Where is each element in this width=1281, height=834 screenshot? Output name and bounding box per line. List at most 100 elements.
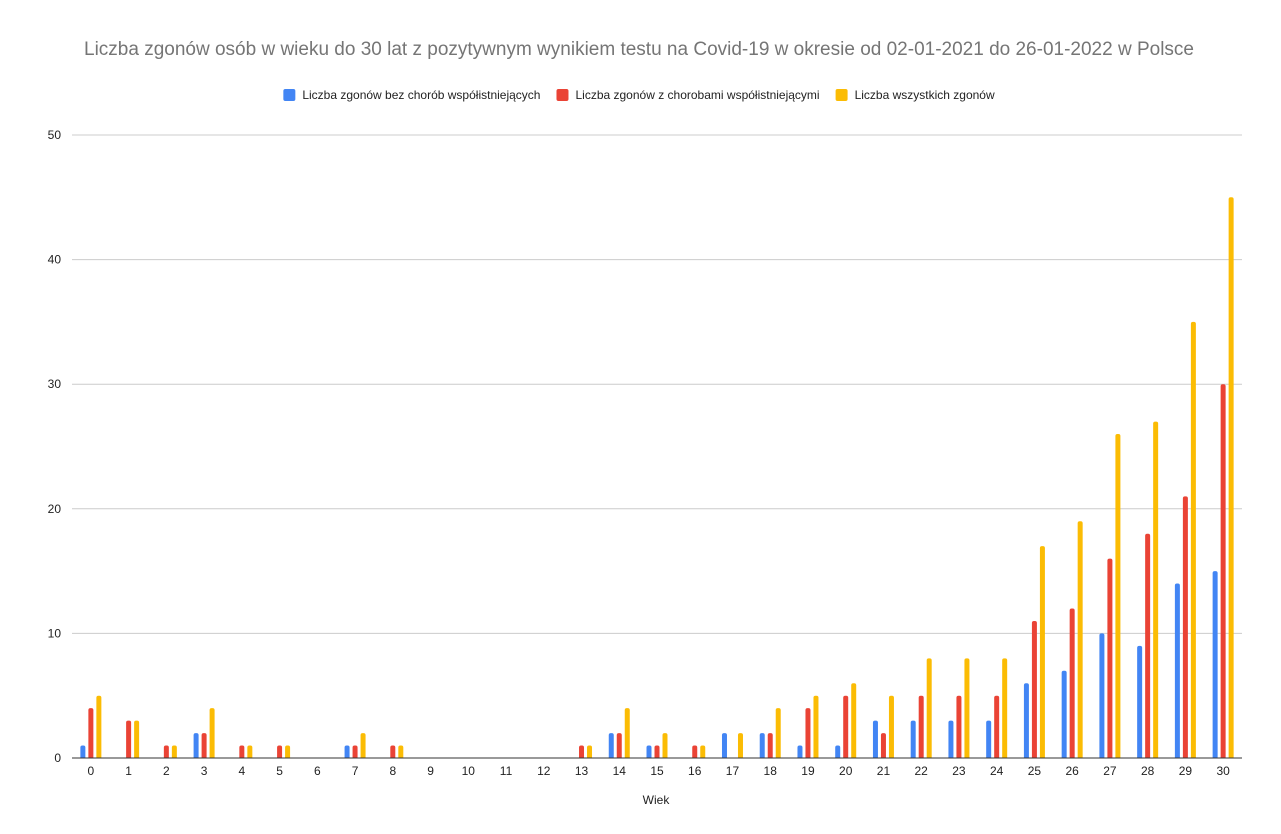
bar-series0-age-23	[948, 720, 954, 758]
x-tick-label: 14	[613, 764, 627, 778]
x-tick-label: 29	[1179, 764, 1193, 778]
bar-series1-age-14	[616, 733, 622, 758]
bar-series2-age-28	[1153, 421, 1159, 758]
x-tick-label: 23	[952, 764, 966, 778]
legend: Liczba zgonów bez chorób współistniejący…	[283, 88, 995, 102]
bar-series0-age-20	[835, 745, 841, 758]
bar-series1-age-27	[1107, 558, 1113, 758]
x-tick-label: 10	[462, 764, 476, 778]
bar-series1-age-7	[352, 745, 358, 758]
chart-title: Liczba zgonów osób w wieku do 30 lat z p…	[84, 39, 1194, 60]
y-tick-label: 40	[48, 253, 62, 267]
bar-series0-age-26	[1061, 670, 1067, 758]
bar-series2-age-8	[398, 745, 404, 758]
bar-series2-age-22	[926, 658, 932, 758]
bar-series1-age-21	[880, 733, 886, 758]
x-tick-label: 4	[238, 764, 245, 778]
legend-item-1: Liczba zgonów z chorobami współistniejąc…	[556, 88, 820, 102]
x-tick-label: 8	[389, 764, 396, 778]
legend-swatch	[835, 89, 848, 101]
bar-series1-age-16	[692, 745, 698, 758]
bar-series2-age-26	[1077, 521, 1083, 758]
bar-series0-age-3	[193, 733, 199, 758]
x-axis-title: Wiek	[643, 793, 671, 807]
x-tick-label: 12	[537, 764, 551, 778]
x-tick-label: 26	[1065, 764, 1079, 778]
bar-series2-age-21	[888, 695, 894, 758]
legend-swatch	[556, 89, 569, 101]
x-tick-label: 13	[575, 764, 589, 778]
bar-series2-age-1	[134, 720, 140, 758]
x-tick-label: 3	[201, 764, 208, 778]
bar-series0-age-19	[797, 745, 803, 758]
bar-series0-age-27	[1099, 633, 1105, 758]
bar-series1-age-1	[126, 720, 132, 758]
bar-series0-age-24	[986, 720, 992, 758]
bar-series2-age-27	[1115, 434, 1121, 758]
x-axis-ticks: 0 1 2 3 4 5 6 7 8 9 10 11 12 13 14 15 16 17 18 19 20 21 22 23 24…	[88, 764, 1231, 778]
y-tick-label: 10	[48, 626, 62, 640]
x-tick-label: 6	[314, 764, 321, 778]
bar-series0-age-0	[80, 745, 86, 758]
bar-series1-age-30	[1220, 384, 1226, 758]
y-tick-label: 0	[54, 751, 61, 765]
bar-series2-age-17	[737, 733, 743, 758]
x-tick-label: 24	[990, 764, 1004, 778]
bar-series2-age-30	[1228, 197, 1234, 759]
x-tick-label: 18	[764, 764, 778, 778]
legend-swatch	[283, 89, 296, 101]
bar-series0-age-15	[646, 745, 652, 758]
bar-series0-age-17	[721, 733, 727, 758]
x-tick-label: 22	[915, 764, 929, 778]
bar-series0-age-30	[1212, 571, 1218, 758]
bar-series0-age-18	[759, 733, 765, 758]
bar-series1-age-23	[956, 695, 962, 758]
bar-series1-age-26	[1069, 608, 1075, 758]
bar-series2-age-15	[662, 733, 668, 758]
bar-series0-age-14	[608, 733, 614, 758]
bar-series1-age-13	[579, 745, 585, 758]
x-tick-label: 9	[427, 764, 434, 778]
bar-series2-age-19	[813, 695, 819, 758]
bar-series1-age-24	[994, 695, 1000, 758]
legend-label: Liczba zgonów bez chorób współistniejący…	[302, 88, 540, 102]
bar-series0-age-29	[1174, 583, 1180, 758]
y-axis-ticks: 0 10 20 30 40 50	[48, 128, 62, 765]
legend-label: Liczba zgonów z chorobami współistniejąc…	[575, 88, 819, 102]
x-tick-label: 11	[500, 764, 513, 778]
bar-series1-age-28	[1145, 533, 1151, 758]
x-tick-label: 28	[1141, 764, 1155, 778]
bar-series1-age-18	[767, 733, 773, 758]
bar-series2-age-16	[700, 745, 706, 758]
bars	[80, 197, 1234, 759]
bar-series1-age-29	[1182, 496, 1188, 758]
x-tick-label: 2	[163, 764, 170, 778]
bar-series1-age-3	[201, 733, 207, 758]
y-tick-label: 20	[48, 502, 62, 516]
x-tick-label: 20	[839, 764, 853, 778]
bar-series1-age-8	[390, 745, 396, 758]
x-tick-label: 27	[1103, 764, 1117, 778]
x-tick-label: 25	[1028, 764, 1042, 778]
x-tick-label: 15	[650, 764, 664, 778]
x-tick-label: 1	[125, 764, 132, 778]
bar-series1-age-2	[163, 745, 169, 758]
y-tick-label: 50	[48, 128, 62, 142]
bar-series2-age-29	[1190, 321, 1196, 758]
bar-series0-age-7	[344, 745, 350, 758]
bar-series1-age-20	[843, 695, 849, 758]
bar-series1-age-5	[277, 745, 283, 758]
bar-series2-age-14	[624, 708, 630, 758]
x-tick-label: 7	[352, 764, 359, 778]
bar-series1-age-4	[239, 745, 245, 758]
bar-series2-age-13	[587, 745, 593, 758]
x-tick-label: 17	[726, 764, 740, 778]
bar-series2-age-7	[360, 733, 366, 758]
bar-series2-age-24	[1002, 658, 1008, 758]
bar-series0-age-28	[1137, 645, 1143, 758]
bar-series2-age-20	[851, 683, 857, 758]
bar-series2-age-2	[171, 745, 177, 758]
x-tick-label: 21	[877, 764, 891, 778]
bar-series1-age-0	[88, 708, 94, 758]
